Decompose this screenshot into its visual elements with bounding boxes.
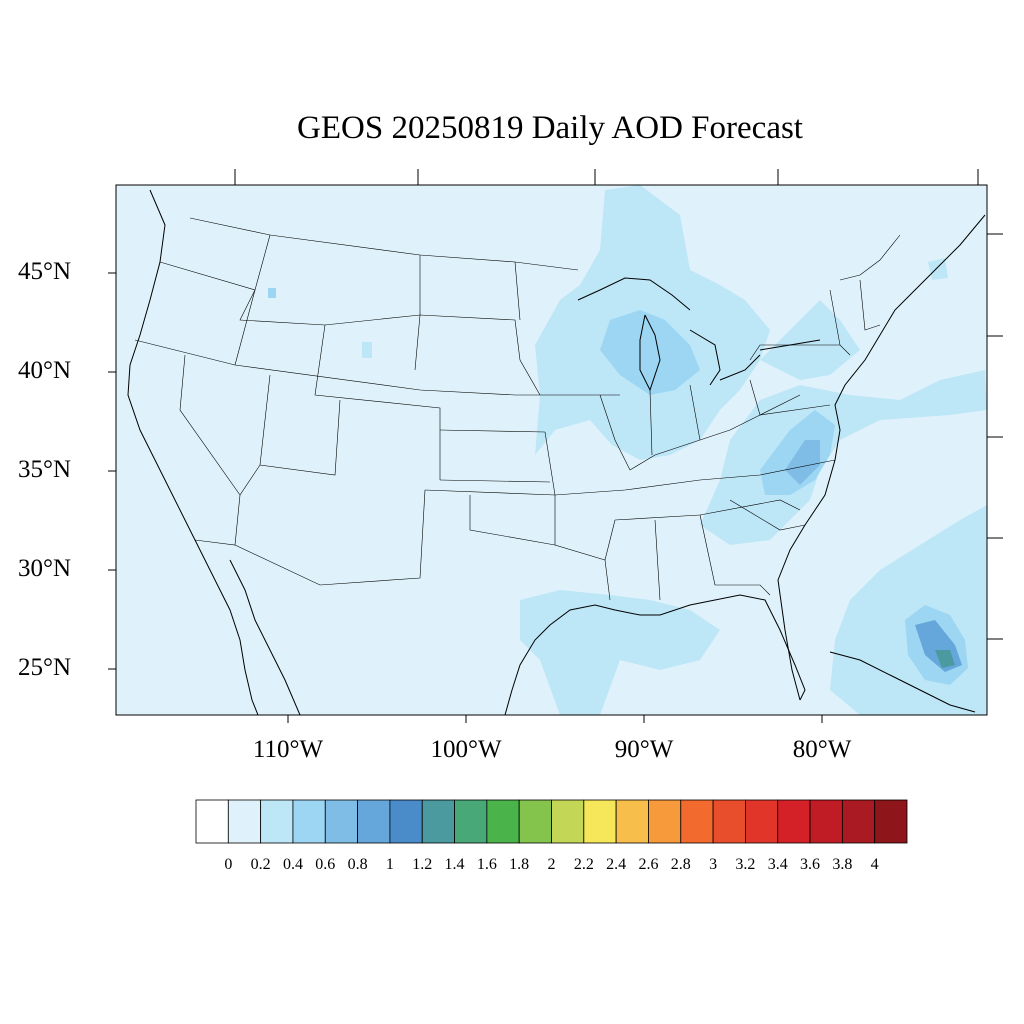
- colorbar-label: 1.8: [509, 856, 530, 873]
- colorbar-swatch: [648, 799, 682, 844]
- plume-midatlantic-max: [785, 440, 820, 485]
- colorbar-label: 1: [385, 856, 394, 873]
- plume-wyoming: [362, 342, 372, 358]
- lat-label-35: 35°N: [18, 456, 72, 483]
- colorbar-label: 4: [870, 856, 879, 873]
- coastline-baja-gulf: [229, 559, 301, 715]
- colorbar-label: 0.6: [315, 856, 336, 873]
- colorbar-label: 3.4: [767, 856, 788, 873]
- colorbar-swatch: [195, 799, 229, 844]
- lon-label-110: 110°W: [252, 736, 324, 763]
- colorbar-label: 1.2: [412, 856, 433, 873]
- colorbar-swatch: [874, 799, 908, 844]
- plume-gulf: [520, 590, 720, 715]
- colorbar-swatch: [421, 799, 455, 844]
- map-frame: [115, 184, 988, 716]
- aod-plumes: [268, 185, 987, 715]
- lat-label-25: 25°N: [18, 654, 72, 681]
- lon-label-90: 90°W: [614, 736, 674, 763]
- plume-maine: [928, 258, 948, 280]
- lat-label-40: 40°N: [18, 357, 72, 384]
- colorbar-swatch: [615, 799, 649, 844]
- colorbar-label: 2.6: [638, 856, 659, 873]
- colorbar-swatch: [583, 799, 617, 844]
- lat-label-45: 45°N: [18, 258, 72, 285]
- colorbar-label: 0: [224, 856, 233, 873]
- colorbar-swatch: [292, 799, 326, 844]
- colorbar-swatch: [260, 799, 294, 844]
- colorbar-label: 0.2: [250, 856, 271, 873]
- colorbar-label: 2.4: [606, 856, 627, 873]
- colorbar-swatch: [357, 799, 391, 844]
- state-boundaries: [134, 217, 901, 601]
- colorbar-swatch: [712, 799, 746, 844]
- colorbar-swatch: [841, 799, 876, 844]
- colorbar-swatch: [324, 799, 358, 844]
- colorbar-label: 1.6: [476, 856, 497, 873]
- colorbar-label: 3.8: [832, 856, 853, 873]
- lat-label-30: 30°N: [18, 555, 72, 582]
- colorbar-label: 3: [709, 856, 718, 873]
- plume-bahamas-max: [935, 650, 955, 668]
- colorbar-label: 0.4: [282, 856, 303, 873]
- colorbar-swatch: [777, 799, 811, 844]
- coastline-gulf: [504, 594, 806, 715]
- colorbar: [195, 799, 908, 844]
- colorbar-swatch: [551, 799, 585, 844]
- colorbar-label: 2: [547, 856, 556, 873]
- colorbar-swatch: [454, 799, 488, 844]
- colorbar-label: 1.4: [444, 856, 465, 873]
- plume-ne: [760, 300, 860, 380]
- plume-idaho: [268, 288, 276, 298]
- coastline-cuba: [829, 651, 976, 713]
- coastline-atlantic: [777, 214, 986, 701]
- colorbar-swatch: [486, 799, 520, 844]
- map-title: GEOS 20250819 Daily AOD Forecast: [297, 110, 803, 146]
- map-area: [116, 185, 987, 715]
- colorbar-swatch: [227, 799, 262, 844]
- plume-great-lakes-core: [600, 310, 700, 395]
- colorbar-label: 2.8: [670, 856, 691, 873]
- axis-ticks: [108, 169, 1003, 723]
- colorbar-swatch: [745, 799, 779, 844]
- colorbar-label: 2.2: [573, 856, 594, 873]
- colorbar-swatch: [518, 799, 552, 844]
- colorbar-label: 3.2: [735, 856, 756, 873]
- colorbar-label: 3.6: [800, 856, 821, 873]
- colorbar-swatch: [809, 799, 843, 844]
- colorbar-swatch: [680, 799, 714, 844]
- coastline-west: [127, 189, 259, 715]
- colorbar-label: 0.8: [347, 856, 368, 873]
- lon-label-100: 100°W: [430, 736, 502, 763]
- colorbar-swatch: [389, 799, 423, 844]
- lon-label-80: 80°W: [792, 736, 852, 763]
